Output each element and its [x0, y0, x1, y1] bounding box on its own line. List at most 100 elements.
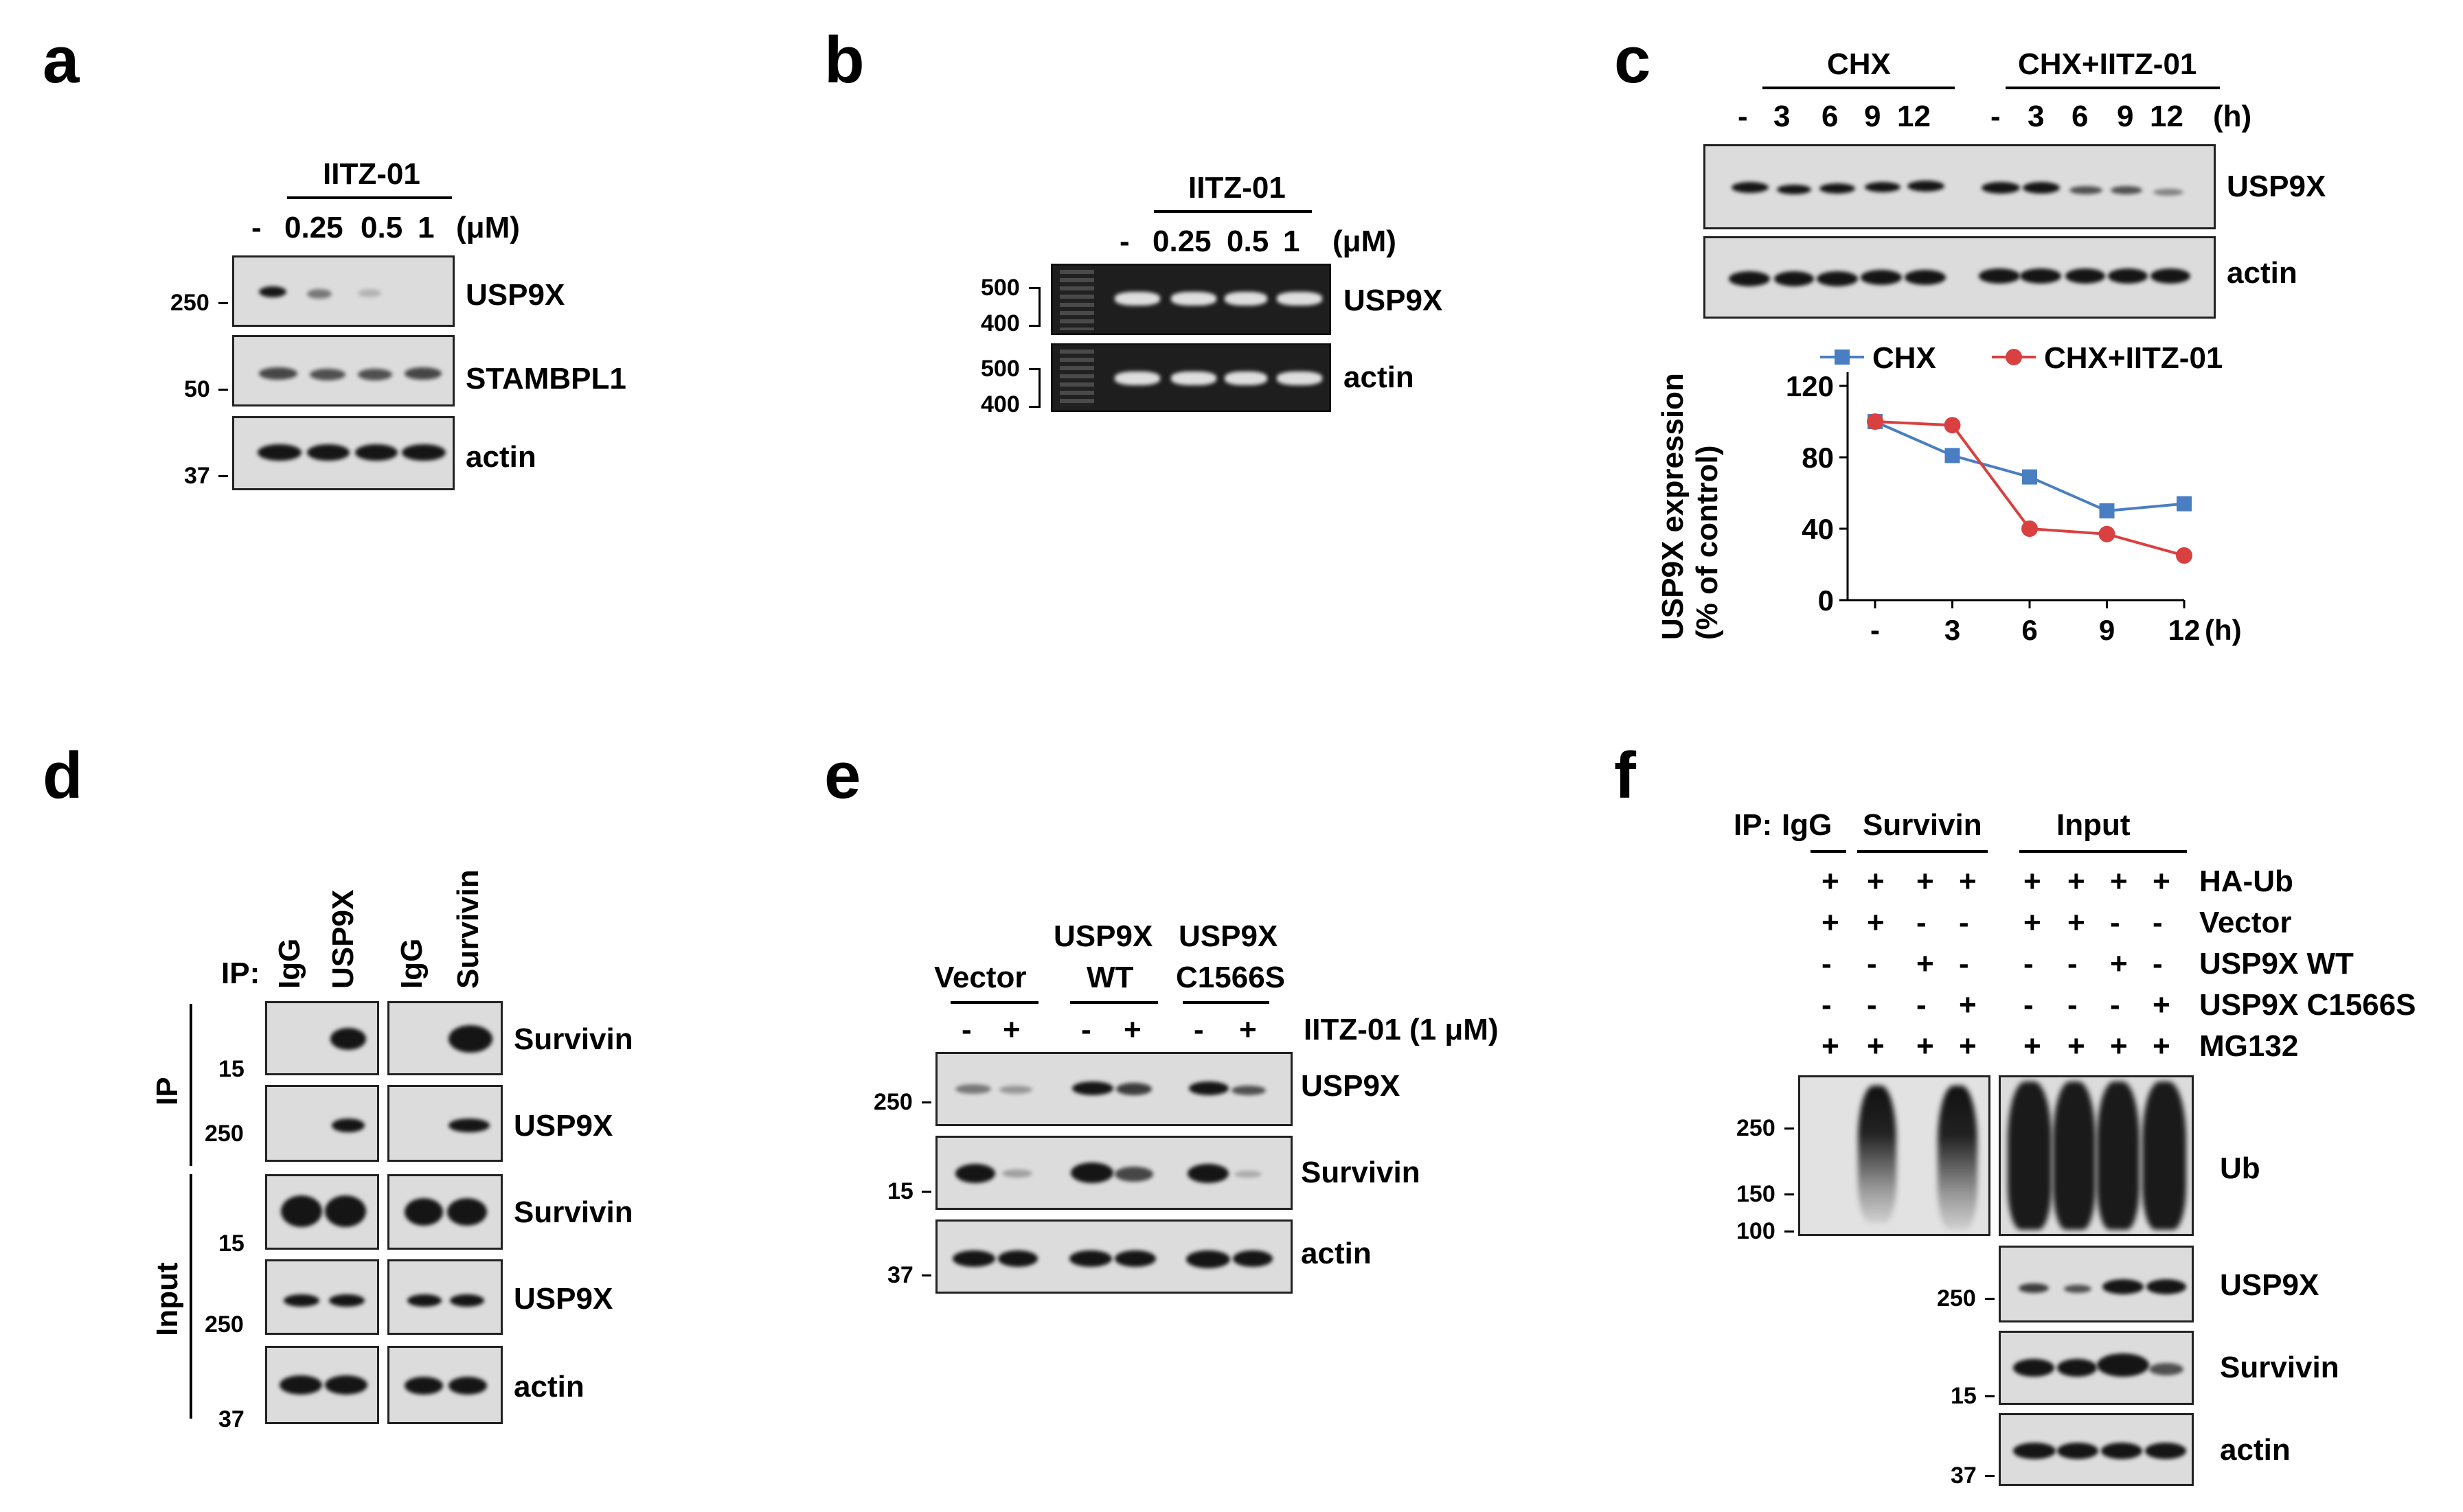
- blot-usp9x: [232, 255, 455, 327]
- row-label: actin: [1301, 1237, 1372, 1270]
- lane-label: -: [1738, 100, 1748, 133]
- bp-marker: 400: [981, 310, 1020, 336]
- treatment-sign: -: [962, 1013, 972, 1046]
- group-label: Vector: [934, 961, 1027, 994]
- condition-sign: +: [2110, 947, 2128, 981]
- condition-sign: +: [2110, 864, 2128, 898]
- condition-sign: +: [2067, 864, 2085, 898]
- data-point: [2177, 496, 2192, 512]
- mw-marker: 250: [205, 1311, 244, 1338]
- condition-label: HA-Ub: [2199, 864, 2293, 898]
- blot-input-survivin: [1999, 1331, 2194, 1405]
- condition-sign: +: [2067, 906, 2085, 939]
- data-point: [2022, 469, 2037, 485]
- legend-label: CHX: [1872, 341, 1936, 375]
- condition-sign: +: [1959, 864, 1977, 898]
- group-label: Input: [2056, 808, 2131, 842]
- x-tick-label: -: [1870, 614, 1880, 646]
- condition-sign: -: [1867, 947, 1877, 981]
- row-label: Survivin: [2220, 1351, 2339, 1384]
- row-label: actin: [2220, 1433, 2291, 1467]
- panel-letter-a: a: [43, 23, 80, 97]
- condition-sign: +: [2153, 864, 2170, 898]
- lane-label: IgG: [273, 938, 306, 989]
- y-tick-label: 0: [1818, 584, 1834, 617]
- series-line: [1874, 420, 2185, 513]
- row-label: Ub: [2220, 1152, 2260, 1185]
- condition-sign: +: [1867, 906, 1885, 939]
- condition-sign: -: [1821, 988, 1832, 1022]
- group-label: USP9X: [1179, 919, 1278, 953]
- legend-marker: [1835, 350, 1850, 365]
- group-label: C1566S: [1176, 961, 1286, 994]
- side-label-ip: IP: [150, 1077, 184, 1106]
- mw-marker: 150: [1736, 1181, 1775, 1207]
- x-tick-label: 12: [2168, 614, 2201, 646]
- blot-input-survivin: [387, 1174, 503, 1250]
- condition-sign: +: [1821, 1029, 1839, 1063]
- mw-marker: 15: [218, 1230, 245, 1257]
- blot-actin: [1703, 236, 2216, 319]
- lane-label: -: [251, 211, 262, 244]
- condition-sign: +: [1867, 1029, 1885, 1063]
- lane-label: 12: [2150, 100, 2183, 133]
- treatment-label: IITZ-01 (1 μM): [1304, 1013, 1499, 1046]
- row-label: USP9X: [514, 1282, 613, 1316]
- panel-letter-d: d: [43, 739, 83, 812]
- y-axis-label: (% of control): [1690, 445, 1724, 640]
- condition-sign: +: [2153, 1029, 2170, 1063]
- condition-sign: +: [1821, 864, 1839, 898]
- y-tick-label: 120: [1786, 370, 1834, 402]
- condition-sign: -: [2110, 988, 2120, 1022]
- blot-input-usp9x: [387, 1259, 503, 1335]
- blot-survivin: [935, 1136, 1293, 1210]
- lane-label: -: [1990, 100, 2001, 133]
- lane-label: 9: [2117, 100, 2134, 133]
- row-label: USP9X: [1301, 1069, 1400, 1103]
- mw-marker: 250: [205, 1121, 244, 1147]
- legend-label: CHX+IITZ-01: [2044, 341, 2223, 375]
- unit-label: (h): [2213, 100, 2252, 133]
- y-tick-label: 40: [1802, 513, 1834, 545]
- condition-sign: -: [1867, 988, 1877, 1022]
- condition-sign: +: [1916, 1029, 1934, 1063]
- lane-label: 9: [1864, 100, 1881, 133]
- condition-sign: +: [1867, 864, 1885, 898]
- blot-input-actin: [1999, 1413, 2194, 1486]
- data-point: [2176, 547, 2192, 564]
- condition-sign: -: [1916, 906, 1927, 939]
- row-label: actin: [514, 1370, 584, 1404]
- drug-bracket: [287, 196, 452, 199]
- group-label: CHX+IITZ-01: [2018, 47, 2197, 81]
- condition-sign: +: [1821, 906, 1839, 939]
- condition-sign: -: [1821, 947, 1832, 981]
- condition-sign: +: [2153, 988, 2170, 1022]
- bp-marker: 500: [981, 275, 1020, 301]
- lane-label: IgG: [395, 938, 429, 989]
- mw-marker: 37: [887, 1262, 913, 1288]
- row-label: actin: [466, 440, 536, 474]
- group-label: CHX: [1827, 47, 1891, 81]
- condition-sign: -: [2153, 906, 2163, 939]
- panel-letter-b: b: [824, 23, 865, 97]
- blot-input-survivin: [265, 1174, 379, 1250]
- group-label: IgG: [1782, 808, 1832, 842]
- row-label: Survivin: [514, 1195, 633, 1229]
- data-point: [2099, 503, 2115, 518]
- y-axis-label: USP9X expression: [1656, 373, 1690, 640]
- data-point: [1944, 448, 1960, 463]
- data-point: [1867, 413, 1883, 430]
- blot-ip-survivin: [387, 1001, 503, 1075]
- lane-label: 0.25: [284, 211, 343, 244]
- lane-label: 12: [1897, 100, 1931, 133]
- group-bracket: [1762, 87, 1955, 89]
- condition-sign: +: [1959, 1029, 1977, 1063]
- condition-label: USP9X WT: [2199, 947, 2354, 981]
- x-unit-label: (h): [2205, 614, 2242, 646]
- line-chart: 0 40 80 120 - 3 6 9 12 (h) CHX CHX+IITZ-01 USP9X e…: [1656, 341, 2242, 646]
- condition-sign: -: [2153, 947, 2163, 981]
- condition-label: Vector: [2199, 906, 2292, 939]
- mw-marker: 250: [170, 290, 209, 316]
- mw-marker: 250: [1937, 1285, 1976, 1311]
- mw-marker: 50: [184, 376, 210, 402]
